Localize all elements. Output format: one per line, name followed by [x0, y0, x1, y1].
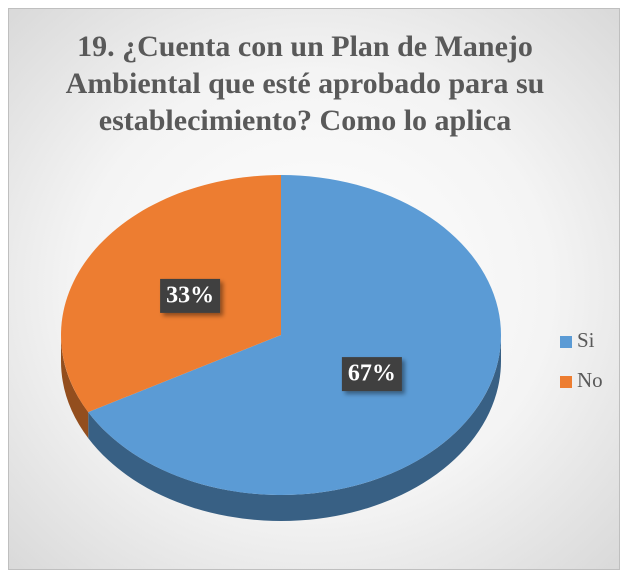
data-label-text: 67%	[348, 361, 396, 387]
legend-swatch	[560, 336, 572, 348]
legend-label: Si	[577, 328, 595, 352]
pie-side	[88, 335, 502, 521]
data-label-text: 33%	[166, 282, 214, 308]
data-label-box	[160, 278, 221, 313]
data-label: 67%	[341, 357, 402, 392]
chart-title: 19. ¿Cuenta con un Plan de Manejo Ambien…	[65, 30, 545, 137]
legend-label: No	[577, 368, 603, 392]
pie-side	[61, 335, 89, 439]
data-label: 33%	[160, 278, 221, 313]
legend-swatch	[560, 376, 572, 388]
pie-slice	[88, 175, 502, 495]
data-label-box	[341, 357, 402, 392]
